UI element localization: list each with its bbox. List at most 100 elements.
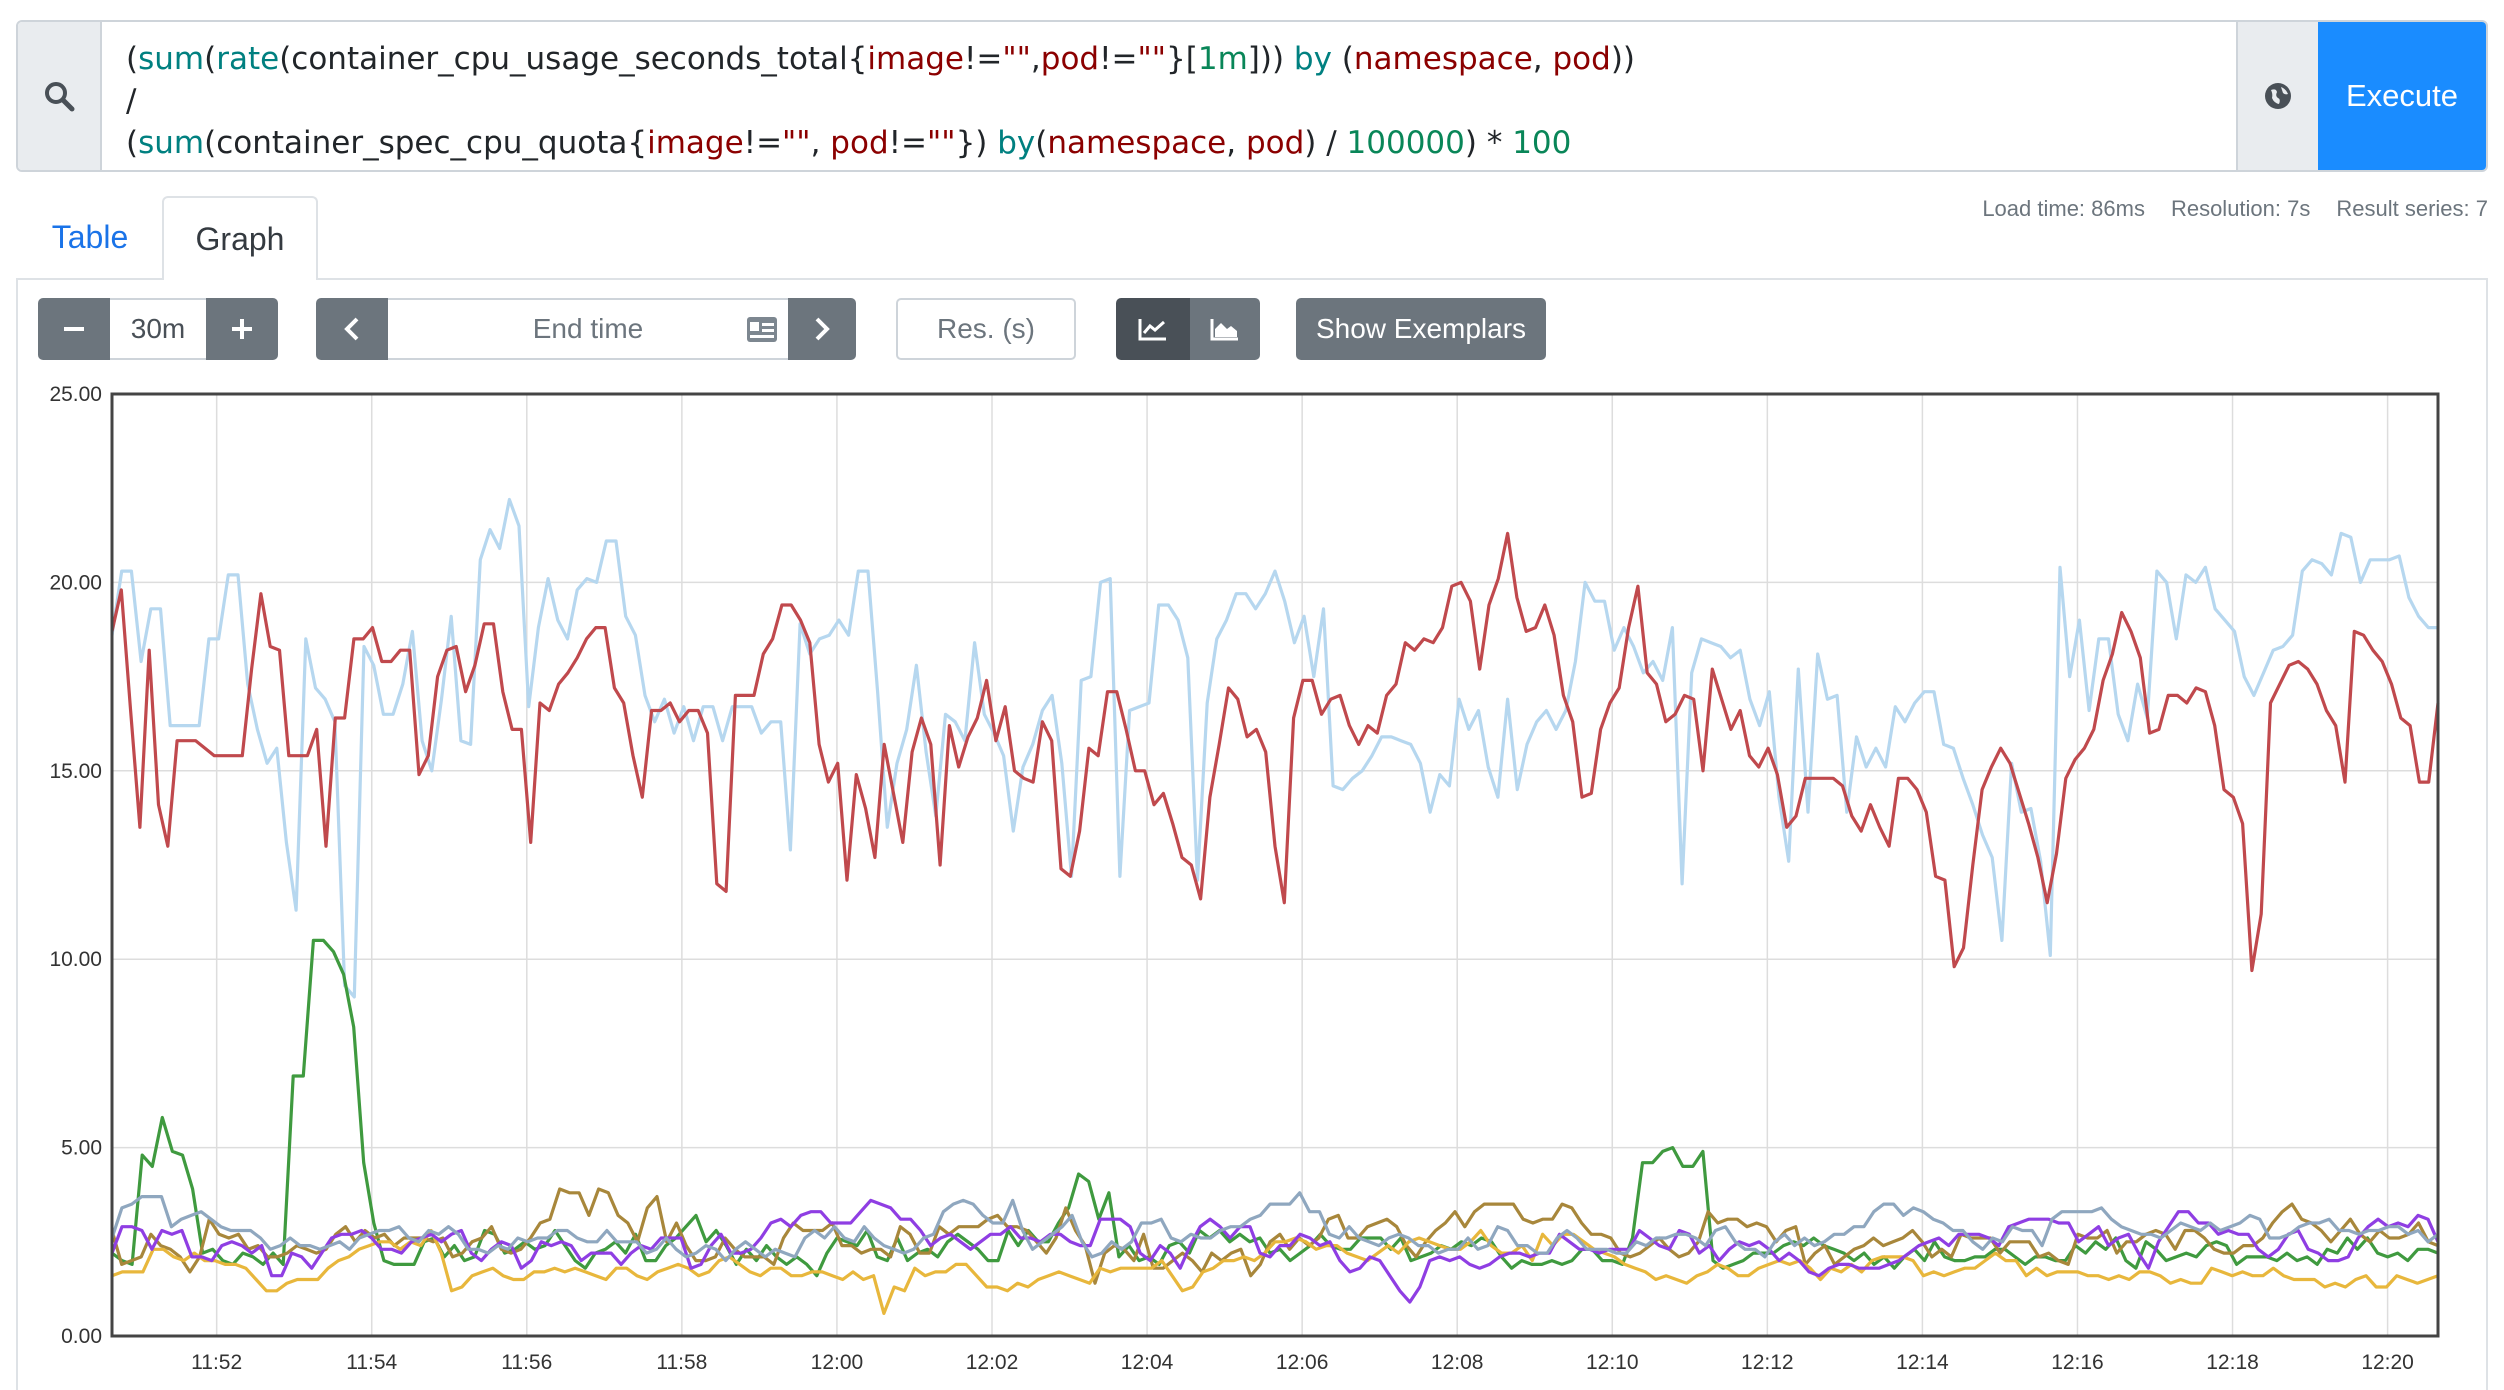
series-line-1 (110, 497, 2438, 999)
query-token: ( (1035, 125, 1048, 161)
minus-icon (64, 327, 84, 331)
graph-panel (16, 278, 2488, 1390)
end-time-back-button[interactable] (316, 298, 388, 360)
query-expression-input[interactable]: (sum(rate(container_cpu_usage_seconds_to… (102, 22, 2236, 170)
query-token: rate (216, 41, 280, 77)
x-tick-label: 11:52 (191, 1351, 242, 1374)
resolution-input[interactable]: Res. (s) (896, 298, 1076, 360)
x-tick-label: 11:58 (656, 1351, 707, 1374)
tab-table[interactable]: Table (51, 218, 129, 255)
show-exemplars-button[interactable]: Show Exemplars (1296, 298, 1546, 360)
query-line: (sum(rate(container_cpu_usage_seconds_to… (126, 38, 2236, 80)
query-token: pod (1552, 41, 1611, 77)
query-bar: (sum(rate(container_cpu_usage_seconds_to… (16, 20, 2488, 172)
query-token: / (126, 83, 137, 119)
x-tick-label: 11:56 (501, 1351, 552, 1374)
query-token: ( (1331, 41, 1354, 77)
query-token: image (867, 41, 964, 77)
execute-button[interactable]: Execute (2318, 22, 2486, 170)
query-token: pod (1245, 125, 1305, 161)
query-token: pod (1040, 41, 1100, 77)
query-token: != (1099, 41, 1138, 77)
plus-icon (232, 319, 252, 339)
y-tick-label: 0.00 (61, 1325, 102, 1348)
decrease-range-button[interactable] (38, 298, 110, 360)
x-tick-label: 12:02 (966, 1351, 1019, 1374)
x-tick-label: 12:10 (1586, 1351, 1639, 1374)
query-token: by (1293, 41, 1332, 77)
query-token: ( (126, 41, 139, 77)
query-token: , (810, 125, 831, 161)
unstacked-line-button[interactable] (1116, 298, 1190, 360)
end-time-input[interactable]: End time (388, 298, 788, 360)
plot-frame (110, 392, 2440, 1338)
increase-range-button[interactable] (206, 298, 278, 360)
x-tick-label: 12:04 (1121, 1351, 1174, 1374)
calendar-icon[interactable] (746, 314, 778, 344)
query-token: "" (1137, 41, 1167, 77)
query-token: sum (138, 125, 205, 161)
x-tick-label: 12:14 (1896, 1351, 1949, 1374)
query-token: , (1030, 41, 1041, 77)
area-chart-icon (1210, 319, 1238, 341)
range-input[interactable]: 30m (110, 298, 206, 360)
query-token: != (963, 41, 1003, 77)
query-token: "" (1002, 41, 1031, 77)
query-token: 100000 (1346, 125, 1465, 161)
globe-icon (2265, 83, 2291, 109)
search-icon (18, 22, 102, 170)
query-token: ])) (1247, 41, 1294, 77)
query-token: "" (782, 125, 811, 161)
query-token: }) (955, 125, 998, 161)
tab-graph[interactable]: Graph (162, 196, 318, 280)
query-token: ) / (1304, 125, 1347, 161)
query-token: 1m (1197, 41, 1248, 77)
chevron-right-icon (815, 317, 830, 341)
x-tick-label: 12:00 (811, 1351, 864, 1374)
query-token: image (647, 125, 744, 161)
query-token: != (743, 125, 783, 161)
query-token: 100 (1512, 125, 1572, 161)
x-tick-label: 12:12 (1741, 1351, 1794, 1374)
resolution-stat: Resolution: 7s (2170, 196, 2311, 221)
query-token: != (888, 125, 928, 161)
query-token: , (1532, 41, 1553, 77)
result-series-stat: Result series: 7 (2336, 196, 2488, 221)
metrics-explorer-button[interactable] (2236, 22, 2318, 170)
x-tick-label: 12:18 (2206, 1351, 2259, 1374)
query-token: "" (927, 125, 956, 161)
x-tick-label: 12:20 (2361, 1351, 2414, 1374)
y-tick-label: 15.00 (49, 760, 102, 783)
query-token: namespace (1047, 125, 1227, 161)
stacked-area-button[interactable] (1190, 298, 1260, 360)
y-tick-label: 20.00 (49, 571, 102, 594)
series-line-3 (111, 938, 2439, 1278)
query-line: (sum(container_spec_cpu_quota{image!="",… (126, 122, 2236, 164)
series-line-7 (110, 1191, 2439, 1263)
series-line-2 (110, 531, 2440, 973)
query-token: pod (830, 125, 889, 161)
query-line: / (126, 80, 2236, 122)
query-stats: Load time: 86ms Resolution: 7s Result se… (1982, 196, 2488, 222)
load-time: Load time: 86ms (1982, 196, 2145, 221)
y-tick-label: 25.00 (49, 383, 102, 406)
query-token: by (997, 125, 1036, 161)
query-token: ( (204, 41, 217, 77)
query-token: sum (138, 41, 205, 77)
y-tick-label: 5.00 (61, 1137, 102, 1160)
x-tick-label: 12:08 (1431, 1351, 1484, 1374)
x-tick-label: 12:16 (2051, 1351, 2104, 1374)
query-token: , (1226, 125, 1246, 161)
query-token: namespace (1353, 41, 1533, 77)
series-line-5 (111, 1228, 2439, 1316)
x-tick-label: 12:06 (1276, 1351, 1329, 1374)
chevron-left-icon (344, 317, 359, 341)
y-tick-label: 10.00 (49, 948, 102, 971)
x-tick-label: 11:54 (346, 1351, 397, 1374)
query-token: ( (126, 125, 139, 161)
line-chart-icon (1138, 319, 1166, 341)
query-token: (container_spec_cpu_quota{ (204, 125, 648, 161)
query-token: ) * (1464, 125, 1513, 161)
end-time-forward-button[interactable] (788, 298, 856, 360)
